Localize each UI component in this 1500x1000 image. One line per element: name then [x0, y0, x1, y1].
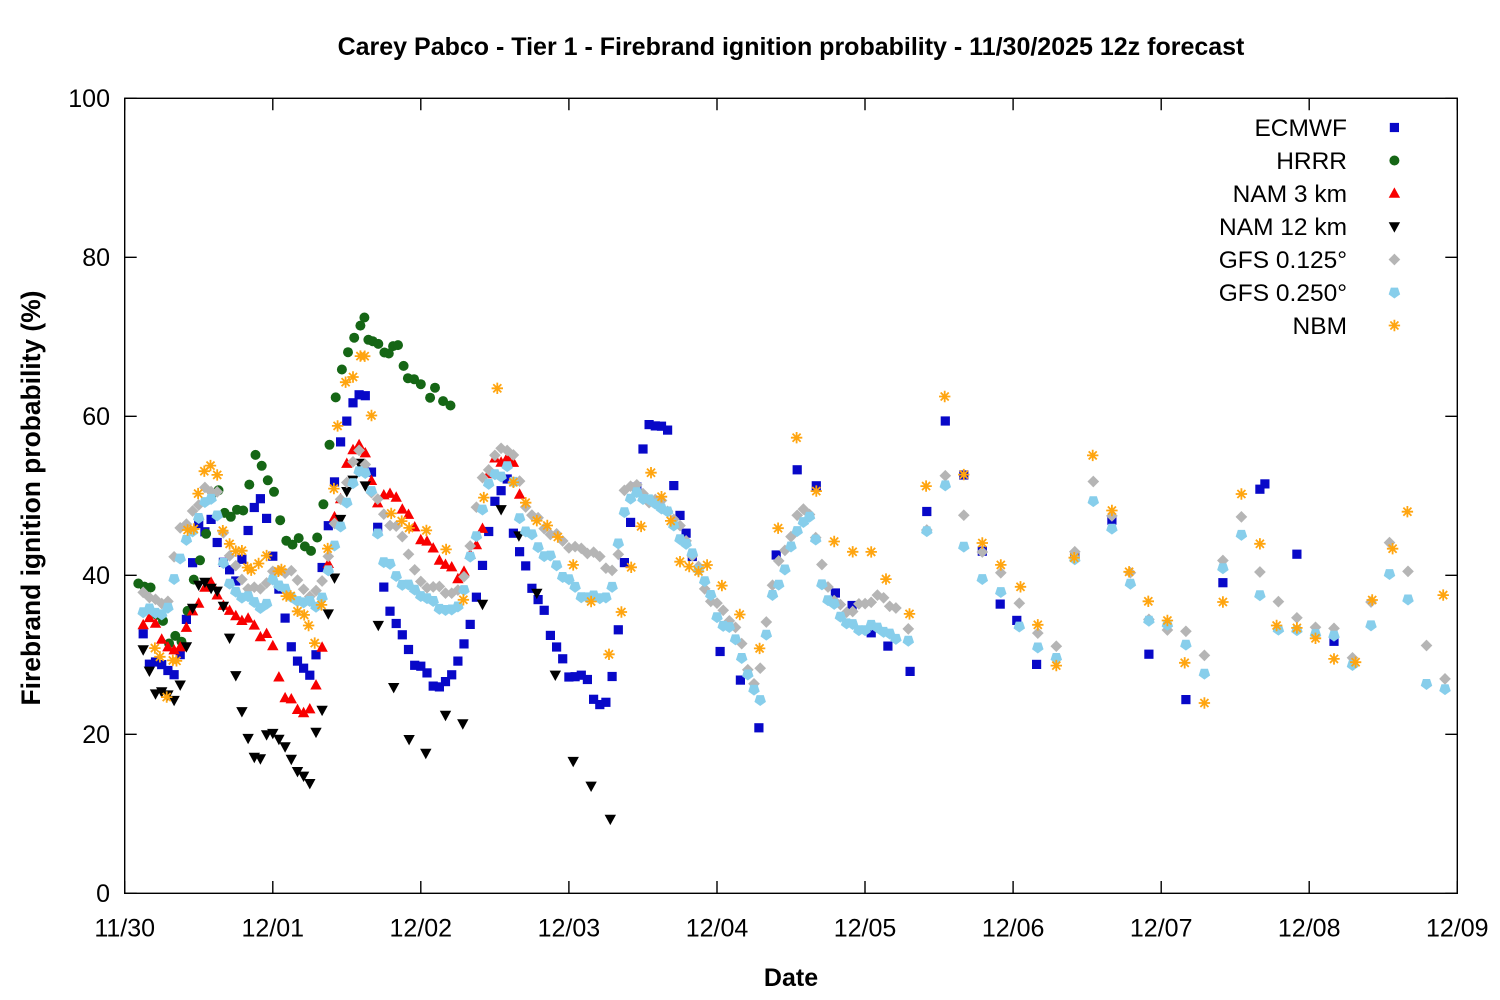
- svg-text:12/04: 12/04: [686, 915, 749, 943]
- svg-text:12/08: 12/08: [1278, 915, 1341, 943]
- svg-text:ECMWF: ECMWF: [1254, 115, 1347, 142]
- svg-text:80: 80: [82, 244, 110, 272]
- svg-text:40: 40: [82, 562, 110, 590]
- svg-text:12/03: 12/03: [538, 915, 601, 943]
- svg-text:20: 20: [82, 721, 110, 749]
- svg-text:NAM 12 km: NAM 12 km: [1219, 214, 1347, 241]
- svg-text:NBM: NBM: [1293, 313, 1347, 340]
- svg-text:11/30: 11/30: [94, 915, 155, 943]
- svg-text:12/06: 12/06: [982, 915, 1045, 943]
- svg-text:12/09: 12/09: [1426, 915, 1489, 943]
- svg-text:Carey Pabco - Tier 1 - Firebra: Carey Pabco - Tier 1 - Firebrand ignitio…: [338, 33, 1245, 61]
- svg-text:12/02: 12/02: [390, 915, 453, 943]
- svg-text:Firebrand ignition probability: Firebrand ignition probability (%): [16, 291, 46, 706]
- svg-text:HRRR: HRRR: [1276, 148, 1347, 175]
- svg-text:100: 100: [68, 85, 110, 113]
- svg-text:12/05: 12/05: [834, 915, 897, 943]
- svg-text:GFS 0.125°: GFS 0.125°: [1219, 247, 1347, 274]
- svg-text:12/07: 12/07: [1130, 915, 1193, 943]
- svg-text:Date: Date: [764, 964, 818, 992]
- svg-text:12/01: 12/01: [242, 915, 305, 943]
- svg-text:NAM 3 km: NAM 3 km: [1233, 181, 1347, 208]
- svg-text:0: 0: [96, 880, 110, 908]
- svg-text:GFS 0.250°: GFS 0.250°: [1219, 280, 1347, 307]
- svg-text:60: 60: [82, 403, 110, 431]
